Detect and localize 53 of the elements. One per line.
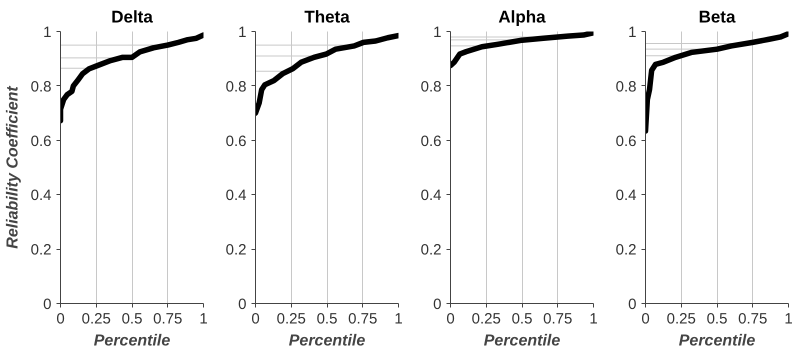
chart-title: Beta [698, 8, 736, 26]
y-tick-label: 1 [43, 24, 52, 41]
y-tick-label: 0.4 [616, 187, 637, 204]
x-tick-label: 0.25 [666, 310, 696, 328]
y-tick-label: 0 [628, 296, 636, 313]
x-axis-title: Percentile [484, 332, 560, 350]
x-axis-title: Percentile [288, 332, 366, 350]
y-tick-label: 0.4 [226, 187, 247, 204]
chart-title: Alpha [498, 8, 546, 26]
y-tick-label: 0.8 [420, 78, 442, 96]
x-tick-label: 1 [199, 310, 208, 328]
y-axis-title: Reliability Coefficient [4, 86, 22, 249]
y-tick-label: 0 [238, 296, 246, 313]
y-tick-label: 0.8 [616, 78, 637, 96]
y-tick-label: 0.4 [30, 187, 52, 204]
x-tick-label: 0.25 [276, 310, 306, 328]
x-tick-label: 0.25 [82, 310, 111, 328]
y-tick-label: 0.6 [226, 132, 247, 150]
x-axis-title: Percentile [94, 332, 170, 350]
x-tick-label: 1 [589, 310, 598, 328]
y-tick-label: 0.6 [30, 132, 52, 150]
y-tick-label: 0 [43, 296, 52, 313]
y-tick-label: 0.2 [226, 242, 247, 259]
x-tick-label: 0.5 [122, 310, 142, 328]
y-tick-label: 0.2 [30, 242, 52, 259]
x-tick-label: 0.75 [738, 310, 768, 328]
chart-title: Delta [111, 8, 154, 26]
chart-title: Theta [304, 8, 350, 26]
x-tick-label: 0.75 [153, 310, 182, 328]
y-tick-label: 0.8 [226, 78, 247, 96]
x-tick-label: 0.5 [512, 310, 532, 328]
y-tick-label: 0 [433, 296, 442, 313]
y-tick-label: 0.6 [420, 132, 442, 150]
x-tick-label: 0 [251, 310, 260, 328]
y-tick-label: 1 [628, 24, 636, 41]
x-tick-label: 0 [446, 310, 455, 328]
y-tick-label: 0.2 [420, 242, 442, 259]
y-tick-label: 1 [433, 24, 442, 41]
x-tick-label: 1 [784, 310, 793, 328]
y-tick-label: 0.8 [30, 78, 52, 96]
y-tick-label: 0.6 [616, 132, 637, 150]
x-tick-label: 0.75 [543, 310, 572, 328]
x-tick-label: 0.5 [316, 310, 338, 328]
x-axis-title: Percentile [678, 332, 756, 350]
x-tick-label: 0.75 [348, 310, 378, 328]
x-tick-label: 0.5 [706, 310, 728, 328]
x-tick-label: 1 [394, 310, 403, 328]
x-tick-label: 0 [641, 310, 650, 328]
x-tick-label: 0.25 [472, 310, 501, 328]
y-tick-label: 0.4 [420, 187, 442, 204]
y-tick-label: 0.2 [616, 242, 637, 259]
y-tick-label: 1 [238, 24, 246, 41]
x-tick-label: 0 [56, 310, 65, 328]
